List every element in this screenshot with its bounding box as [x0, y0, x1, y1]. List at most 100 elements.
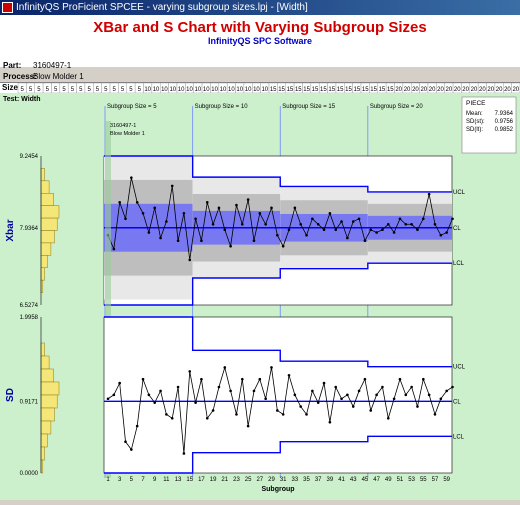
stats-label: SD(st): — [466, 119, 485, 125]
x-tick-label: 25 — [245, 477, 252, 483]
sd-lcl-line — [104, 435, 452, 474]
sd-ucl-line — [104, 316, 452, 368]
xbar-histogram-bar — [40, 168, 45, 182]
sd-histogram-bar — [40, 342, 45, 357]
sd-point — [363, 377, 367, 381]
xbar-point — [200, 239, 203, 243]
x-tick-label: 17 — [198, 477, 205, 483]
xbar-point — [252, 239, 256, 243]
size-cell-value: 10 — [153, 87, 160, 93]
xbar-point — [264, 222, 267, 226]
size-cell-value: 5 — [46, 87, 50, 93]
xbar-histogram-bar — [40, 193, 54, 206]
x-tick-label: 19 — [210, 477, 217, 483]
x-tick-label: 29 — [268, 477, 275, 483]
sd-point — [422, 377, 425, 381]
sd-series-line — [107, 365, 453, 454]
xbar-histogram-bar — [40, 217, 58, 231]
sd-point — [258, 377, 262, 381]
sd-limit-label: UCL — [453, 365, 466, 371]
size-cell-value: 20 — [420, 87, 427, 93]
xbar-histogram-bar — [40, 230, 55, 244]
size-cell-value: 15 — [370, 87, 377, 93]
sd-point — [205, 416, 209, 420]
xbar-point — [433, 222, 437, 226]
size-cell-value: 20 — [429, 87, 436, 93]
x-tick-label: 9 — [153, 477, 157, 483]
xbar-point — [334, 228, 338, 232]
xbar-point — [153, 206, 157, 210]
x-tick-label: 27 — [256, 477, 263, 483]
sd-point — [165, 413, 168, 416]
xbar-point — [451, 217, 454, 221]
xbar-point — [386, 222, 390, 226]
xbar-point — [293, 206, 297, 210]
sd-point — [200, 377, 203, 381]
sd-point — [369, 409, 373, 412]
sd-plot-frame — [103, 316, 453, 474]
xbar-point — [299, 222, 302, 226]
size-cell-value: 5 — [62, 87, 66, 93]
xbar-histogram-bar — [40, 255, 48, 268]
x-tick-label: 53 — [408, 477, 415, 483]
sd-point — [416, 405, 419, 408]
marker-part-label: 3160497-1 — [110, 123, 136, 129]
stats-value: 0.9756 — [495, 119, 514, 125]
sd-point — [147, 393, 151, 397]
xbar-y-tick-label: 7.9364 — [20, 226, 39, 232]
size-cell-value: 20 — [496, 87, 503, 93]
size-cell-value: 10 — [203, 87, 210, 93]
sd-axis-label: SD — [5, 388, 16, 402]
size-cell-value: 5 — [96, 87, 100, 93]
x-tick-label: 5 — [130, 477, 134, 483]
sd-point — [433, 413, 437, 416]
size-cell-value: 15 — [270, 87, 277, 93]
size-cell-value: 15 — [354, 87, 361, 93]
xbar-point — [287, 228, 291, 232]
sd-point — [106, 397, 110, 401]
size-cell-value: 15 — [337, 87, 344, 93]
size-cell-value: 20 — [504, 87, 511, 93]
xbar-point — [357, 217, 361, 221]
sd-point — [381, 385, 384, 389]
subgroup-size-label: Subgroup Size = 20 — [370, 104, 424, 110]
test-label: Test: Width — [3, 96, 41, 103]
sd-point — [357, 389, 361, 393]
xbar-point — [340, 220, 343, 223]
sd-point — [276, 409, 279, 412]
x-tick-label: 41 — [338, 477, 345, 483]
sd-histogram-bar — [40, 355, 50, 370]
part-label: Part: — [3, 61, 22, 70]
sd-point — [135, 424, 139, 428]
xbar-point — [240, 222, 244, 226]
xbar-point — [217, 206, 221, 210]
sd-histogram-bar — [40, 433, 48, 448]
report-header — [0, 15, 520, 67]
sd-point — [112, 393, 116, 397]
size-cell-value: 15 — [303, 87, 310, 93]
process-value: Blow Molder 1 — [33, 72, 84, 81]
subgroup-size-label: Subgroup Size = 5 — [107, 104, 157, 110]
size-cells: 5 5 5 5 5 5 5 5 5 5 5 5 5 5 5 10 10 10 10 10 10 10 10 10 10 10 10 1… — [17, 83, 520, 93]
sd-point — [311, 389, 314, 393]
xbar-point — [194, 217, 197, 221]
x-tick-label: 23 — [233, 477, 240, 483]
xbar-point — [211, 222, 215, 226]
size-cell-value: 5 — [129, 87, 133, 93]
sd-point — [439, 397, 443, 401]
xbar-point — [235, 203, 238, 207]
size-cell-value: 5 — [121, 87, 125, 93]
xbar-y-tick-label: 9.2454 — [20, 154, 39, 160]
x-tick-label: 47 — [373, 477, 380, 483]
size-cell-value: 15 — [328, 87, 335, 93]
size-cell-value: 10 — [195, 87, 202, 93]
x-tick-label: 39 — [327, 477, 334, 483]
xbar-y-tick-label: 6.5274 — [20, 303, 39, 309]
sd-point — [182, 452, 186, 455]
x-tick-label: 51 — [397, 477, 404, 483]
xbar-s-chart: Test: Width Subgroup Size = 5 Subgroup Siz… — [0, 93, 520, 500]
size-cell-value: 5 — [138, 87, 142, 93]
sd-point — [188, 370, 192, 373]
size-cell-value: 20 — [462, 87, 469, 93]
xbar-point — [182, 212, 186, 215]
